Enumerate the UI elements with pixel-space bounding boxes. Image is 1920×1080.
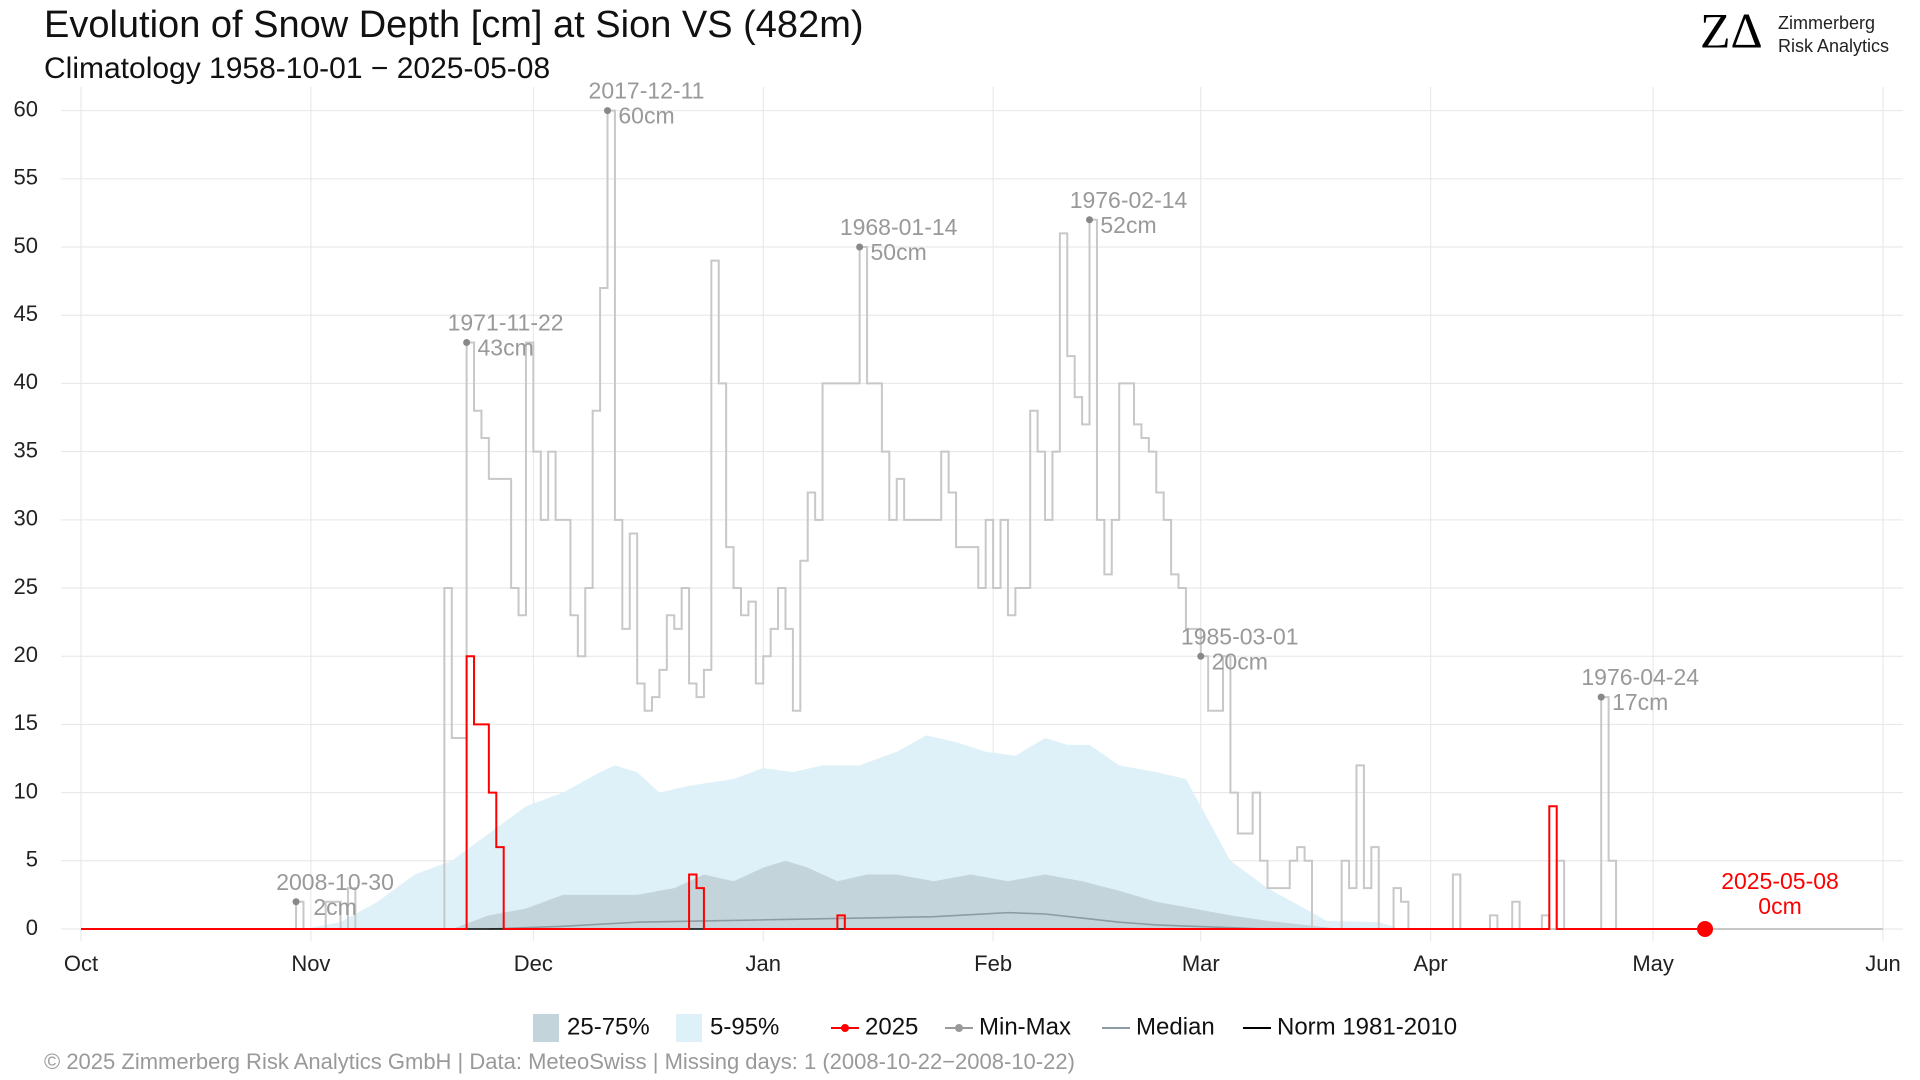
annotation-point — [1697, 921, 1714, 937]
y-tick-label: 45 — [14, 301, 38, 326]
x-tick-label: Feb — [974, 951, 1012, 976]
annotation-point — [1597, 693, 1605, 701]
annotation-date: 1985-03-01 — [1181, 623, 1299, 649]
x-tick-label: May — [1632, 951, 1674, 976]
y-tick-label: 15 — [14, 710, 38, 735]
annotation-label: 2cm — [313, 894, 356, 920]
annotation-label: 50cm — [871, 239, 927, 265]
annotation-date: 1976-02-14 — [1070, 187, 1188, 213]
line — [488, 911, 1268, 930]
y-tick-label: 50 — [14, 233, 38, 258]
annotation-date: 2025-05-08 — [1721, 868, 1839, 894]
y-tick-label: 35 — [14, 437, 38, 462]
legend-dot — [841, 1024, 849, 1032]
y-tick-label: 20 — [14, 642, 38, 667]
x-tick-label: Mar — [1182, 951, 1220, 976]
x-tick-label: Apr — [1414, 951, 1448, 976]
legend-dot — [955, 1024, 963, 1032]
chart-subtitle: Climatology 1958-10-01 − 2025-05-08 — [44, 52, 550, 85]
annotation-date: 1976-04-24 — [1581, 664, 1699, 690]
step-line — [81, 109, 1883, 930]
annotation-date: 2017-12-11 — [589, 78, 705, 104]
band-area — [451, 860, 1342, 929]
annotation-label: 20cm — [1212, 648, 1268, 674]
annotation-date: 1968-01-14 — [840, 214, 958, 240]
legend-label: 25-75% — [567, 1013, 650, 1040]
logo-line2: Risk Analytics — [1778, 36, 1889, 56]
legend-label: Min-Max — [979, 1013, 1071, 1040]
annotation-point — [292, 898, 300, 906]
x-tick-label: Jan — [745, 951, 780, 976]
y-tick-label: 30 — [14, 506, 38, 531]
y-tick-label: 10 — [14, 778, 38, 803]
legend-label: Median — [1136, 1013, 1215, 1040]
y-tick-label: 0 — [26, 915, 38, 940]
chart-title: Evolution of Snow Depth [cm] at Sion VS … — [44, 4, 864, 46]
legend-swatch — [676, 1014, 702, 1042]
band-area — [303, 735, 1401, 929]
annotation-label: 0cm — [1758, 893, 1801, 919]
annotation-label: 17cm — [1612, 689, 1668, 715]
x-tick-label: Jun — [1865, 951, 1900, 976]
annotation-point — [1086, 216, 1094, 224]
annotation-date: 1971-11-22 — [448, 310, 564, 336]
y-tick-label: 25 — [14, 574, 38, 599]
annotation-label: 43cm — [477, 335, 533, 361]
annotation-point — [856, 243, 864, 251]
legend-label: Norm 1981-2010 — [1277, 1013, 1457, 1040]
legend-swatch — [533, 1014, 559, 1042]
y-tick-label: 55 — [14, 165, 38, 190]
x-tick-label: Oct — [64, 951, 98, 976]
x-tick-label: Dec — [514, 951, 553, 976]
annotation-date: 2008-10-30 — [276, 869, 394, 895]
x-tick-label: Nov — [291, 951, 330, 976]
logo-line1: Zimmerberg — [1778, 13, 1875, 33]
annotation-label: 52cm — [1100, 212, 1156, 238]
step-line — [81, 655, 1706, 930]
annotation-label: 60cm — [618, 103, 674, 129]
annotation-point — [1197, 652, 1205, 660]
legend-label: 5-95% — [710, 1013, 779, 1040]
y-tick-label: 40 — [14, 369, 38, 394]
annotation-point — [463, 339, 471, 347]
footer: © 2025 Zimmerberg Risk Analytics GmbH | … — [44, 1049, 1075, 1074]
legend-label: 2025 — [865, 1013, 918, 1040]
y-tick-label: 5 — [26, 847, 38, 872]
y-tick-label: 60 — [14, 96, 38, 121]
logo-mark: ZΔ — [1700, 2, 1763, 58]
annotation-point — [604, 107, 612, 115]
